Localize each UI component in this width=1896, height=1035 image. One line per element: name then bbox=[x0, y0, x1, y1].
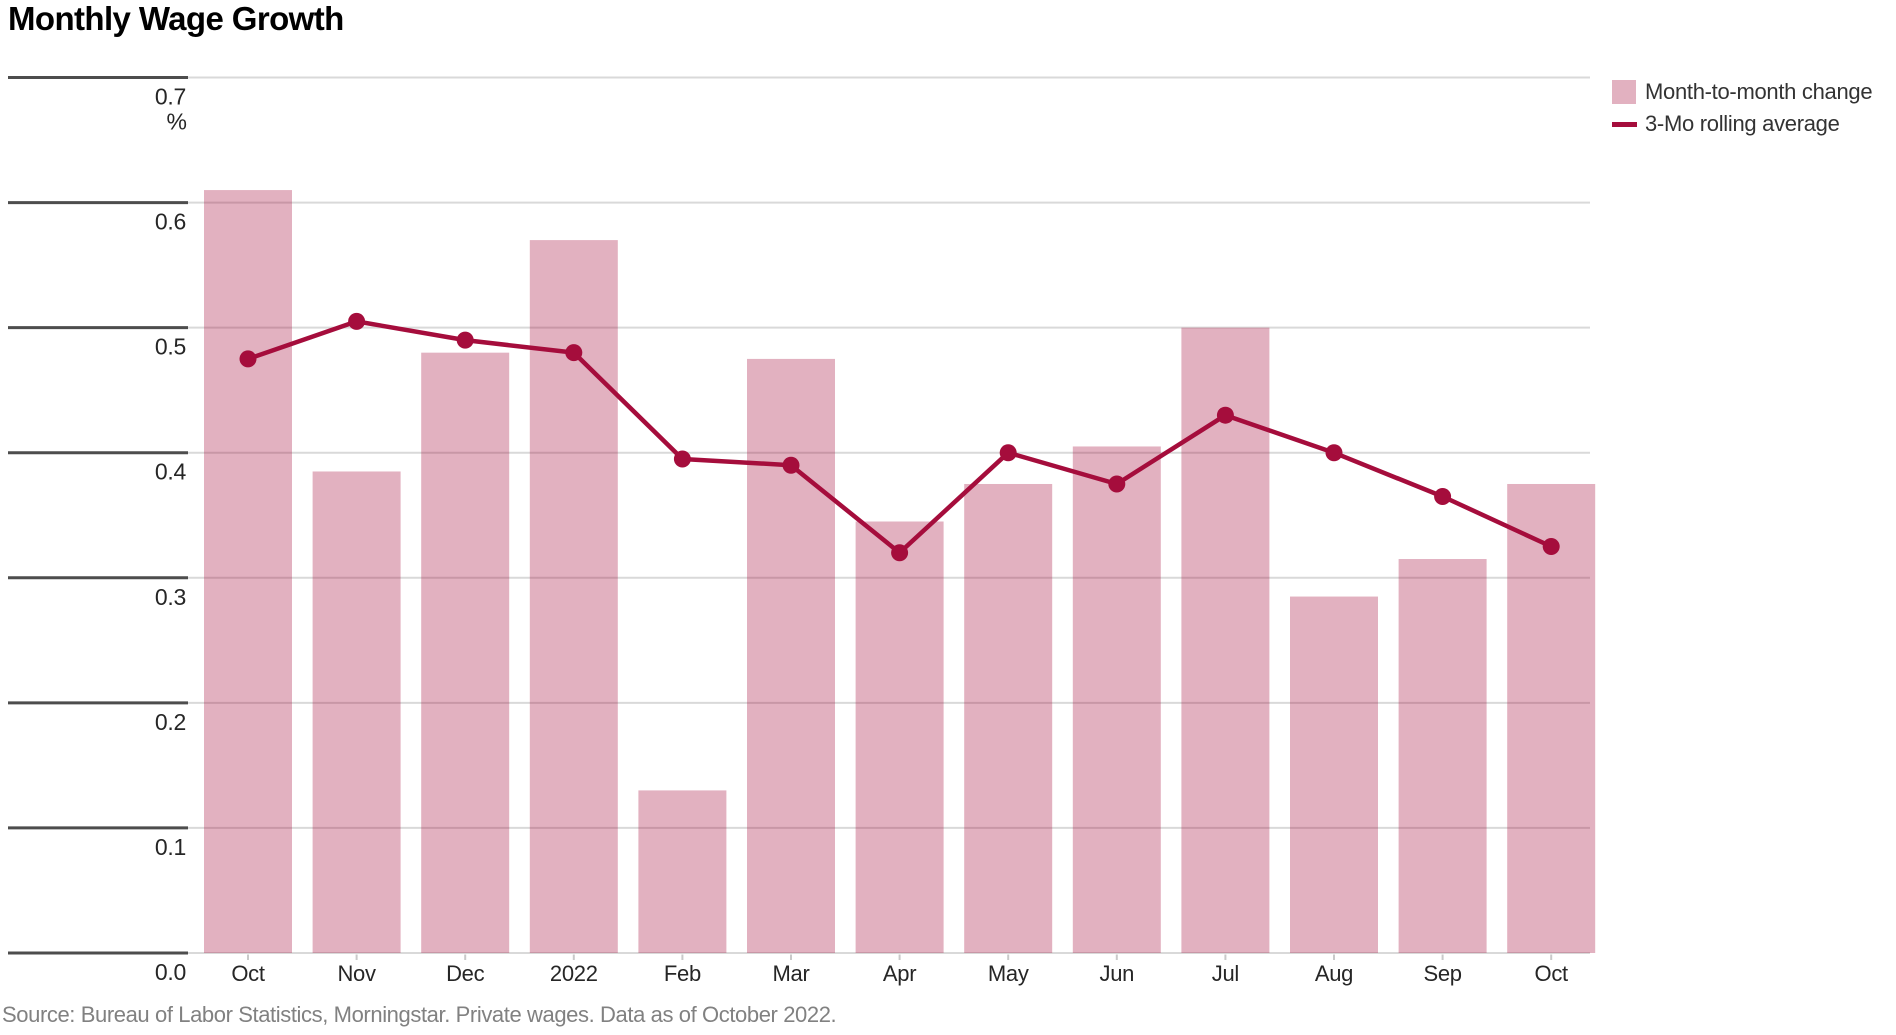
y-tick-label-0.5: 0.5 bbox=[155, 334, 186, 360]
rolling-average-point-2022-3 bbox=[565, 344, 583, 362]
rolling-average-point-aug-10 bbox=[1325, 444, 1343, 462]
rolling-average-point-dec-2 bbox=[456, 331, 474, 349]
bar-oct-0 bbox=[204, 190, 292, 954]
x-tick-label-jul-9: Jul bbox=[1212, 961, 1239, 986]
rolling-average-point-apr-6 bbox=[891, 544, 909, 562]
y-tick-label-0.3: 0.3 bbox=[155, 584, 186, 610]
rolling-average-point-feb-4 bbox=[673, 450, 691, 468]
y-tick-label-0.0: 0.0 bbox=[155, 959, 186, 985]
bar-apr-6 bbox=[855, 521, 944, 953]
bar-series-group bbox=[204, 190, 1596, 954]
bar-jun-8 bbox=[1072, 446, 1161, 953]
rolling-average-point-oct-12 bbox=[1542, 538, 1560, 556]
y-axis-unit-label: % bbox=[167, 109, 187, 135]
y-tick-label-0.1: 0.1 bbox=[155, 834, 186, 860]
chart-title: Monthly Wage Growth bbox=[8, 0, 344, 37]
bar-series-swatch-icon bbox=[1612, 80, 1636, 104]
rolling-average-point-mar-5 bbox=[782, 456, 800, 474]
x-tick-label-dec-2: Dec bbox=[446, 961, 485, 986]
bar-dec-2 bbox=[421, 352, 510, 954]
y-tick-label-0.4: 0.4 bbox=[155, 459, 187, 485]
x-tick-label-oct-12: Oct bbox=[1535, 961, 1569, 986]
line-series-swatch-icon bbox=[1612, 121, 1637, 127]
y-axis-labels-group: 0.0 0.1 0.2 0.3 0.4 0.5 0.6 0.7% bbox=[155, 84, 187, 986]
bar-oct-12 bbox=[1507, 483, 1596, 953]
legend-bar-label: Month-to-month change bbox=[1645, 79, 1873, 104]
rolling-average-point-may-7 bbox=[999, 444, 1017, 462]
x-tick-label-may-7: May bbox=[988, 961, 1029, 986]
x-axis-ticks-group bbox=[247, 954, 1553, 960]
y-tick-label-0.7: 0.7 bbox=[155, 84, 186, 110]
bar-nov-1 bbox=[312, 471, 401, 953]
bar-feb-4 bbox=[638, 790, 727, 953]
x-tick-label-jun-8: Jun bbox=[1100, 961, 1135, 986]
legend-item-bar-series: Month-to-month change bbox=[1612, 78, 1873, 106]
legend-line-label: 3-Mo rolling average bbox=[1645, 111, 1840, 136]
x-tick-label-nov-1: Nov bbox=[337, 961, 376, 986]
bar-sep-11 bbox=[1398, 559, 1487, 953]
y-tick-label-0.2: 0.2 bbox=[155, 709, 186, 735]
rolling-average-point-oct-0 bbox=[239, 350, 257, 368]
x-tick-label-apr-6: Apr bbox=[883, 961, 916, 986]
x-tick-label-2022-3: 2022 bbox=[550, 961, 598, 986]
gridlines-group bbox=[8, 76, 1590, 955]
rolling-average-point-nov-1 bbox=[348, 312, 366, 330]
legend: Month-to-month change 3-Mo rolling avera… bbox=[1612, 78, 1873, 142]
x-tick-label-mar-5: Mar bbox=[773, 961, 810, 986]
bar-mar-5 bbox=[747, 358, 835, 953]
rolling-average-point-jul-9 bbox=[1216, 406, 1234, 424]
line-series-group bbox=[239, 312, 1560, 562]
x-tick-label-oct-0: Oct bbox=[231, 961, 265, 986]
source-note: Source: Bureau of Labor Statistics, Morn… bbox=[2, 1002, 837, 1027]
x-tick-label-feb-4: Feb bbox=[664, 961, 701, 986]
rolling-average-point-sep-11 bbox=[1434, 487, 1452, 505]
rolling-average-point-jun-8 bbox=[1108, 475, 1126, 493]
bar-may-7 bbox=[964, 483, 1053, 953]
bar-aug-10 bbox=[1290, 596, 1378, 953]
x-tick-label-aug-10: Aug bbox=[1315, 961, 1353, 986]
x-tick-label-sep-11: Sep bbox=[1423, 961, 1461, 986]
legend-item-line-series: 3-Mo rolling average bbox=[1612, 110, 1872, 138]
y-tick-label-0.6: 0.6 bbox=[155, 209, 186, 235]
x-axis-labels-group: Oct Nov Dec 2022 Feb Mar Apr May Jun Jul Aug Sep Oct bbox=[231, 961, 1568, 986]
